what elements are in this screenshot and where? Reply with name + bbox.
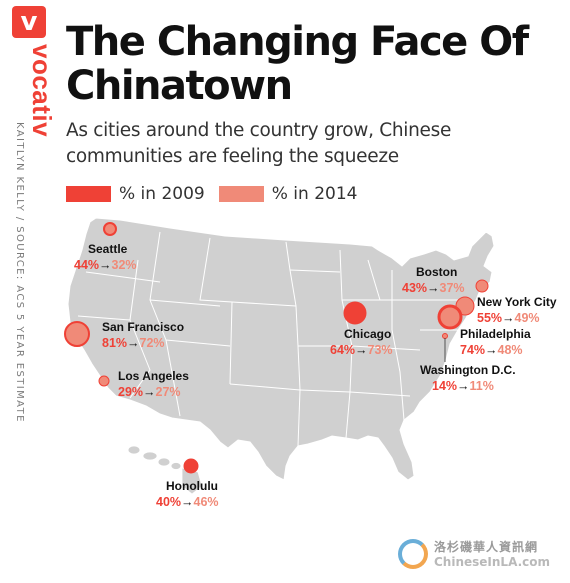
watermark-line-1: 洛杉磯華人資訊網 [433,540,538,554]
page-subtitle: As cities around the country grow, Chine… [66,120,452,167]
city-values: 81%→72% [102,336,165,350]
value-2009: 55% [477,311,503,325]
watermark-logo-icon [397,538,428,569]
city-values: 14%→11% [432,379,494,393]
legend-item-2014: % in 2014 [218,184,358,204]
watermark: 洛杉磯華人資訊網 ChineseInLA.com [397,538,550,569]
city-label-seattle: Seattle 44%→32% [74,242,137,274]
value-2009: 29% [118,385,144,399]
marker-boston [475,279,489,293]
value-2009: 43% [402,281,428,295]
city-name: Honolulu [166,479,218,493]
arrow: → [127,336,140,350]
marker-los-angeles [98,375,110,387]
city-values: 44%→32% [74,258,137,272]
vocativ-logo: v [12,6,46,38]
page-title: The Changing Face Of Chinatown [66,19,529,109]
city-label-chicago: Chicago 64%→73% [330,327,393,359]
city-values: 55%→49% [477,311,540,325]
legend-swatch-2009 [66,186,111,202]
marker-philadelphia [437,304,463,330]
city-label-boston: Boston 43%→37% [402,265,465,297]
city-label-los-angeles: Los Angeles 29%→27% [118,369,189,401]
city-values: 74%→48% [460,343,523,357]
legend: % in 2009 % in 2014 [66,184,371,204]
arrow: → [485,343,498,357]
marker-seattle [103,222,117,236]
value-2009: 81% [102,336,128,350]
city-label-philadelphia: Philadelphia 74%→48% [460,327,531,359]
value-2014: 49% [514,311,540,325]
value-2009: 40% [156,495,182,509]
value-2014: 46% [193,495,219,509]
city-name: Los Angeles [118,369,189,383]
value-2014: 73% [367,343,393,357]
value-2009: 64% [330,343,356,357]
marker-washington-dc [442,333,448,339]
city-label-san-francisco: San Francisco 81%→72% [102,320,184,352]
value-2009: 14% [432,379,458,393]
marker-honolulu [183,458,199,474]
value-2009: 44% [74,258,100,272]
value-2014: 48% [497,343,523,357]
city-values: 40%→46% [156,495,219,509]
city-name: Chicago [344,327,392,341]
watermark-line-2: ChineseInLA.com [433,555,550,569]
marker-chicago [343,301,367,325]
city-name: Philadelphia [460,327,531,341]
arrow: → [181,495,194,509]
arrow: → [427,281,440,295]
city-name: Seattle [88,242,128,256]
arrow: → [143,385,156,399]
state-borders [77,231,466,447]
city-name: San Francisco [102,320,185,334]
city-name: New York City [477,295,557,309]
value-2014: 32% [111,258,137,272]
city-values: 43%→37% [402,281,465,295]
value-2014: 27% [155,385,181,399]
hawaii-islands [127,445,203,495]
arrow: → [99,258,112,272]
city-name: Boston [416,265,458,279]
value-2009: 74% [460,343,486,357]
city-markers [64,222,489,474]
legend-item-2009: % in 2009 [66,184,205,204]
arrow: → [502,311,515,325]
us-mainland-shape [67,217,495,481]
city-name: Washington D.C. [420,363,516,377]
value-2014: 11% [469,379,494,393]
legend-label-2009: % in 2009 [119,184,205,204]
value-2014: 72% [139,336,165,350]
legend-swatch-2014 [218,186,264,202]
city-label-washington-dc: Washington D.C. 14%→11% [420,363,516,395]
value-2014: 37% [439,281,465,295]
marker-san-francisco [64,321,90,347]
city-values: 29%→27% [118,385,181,399]
city-label-new-york-city: New York City 55%→49% [477,295,557,327]
legend-label-2014: % in 2014 [271,184,358,204]
arrow: → [355,343,368,357]
arrow: → [457,379,470,393]
city-values: 64%→73% [330,343,393,357]
city-label-honolulu: Honolulu 40%→46% [156,479,219,511]
